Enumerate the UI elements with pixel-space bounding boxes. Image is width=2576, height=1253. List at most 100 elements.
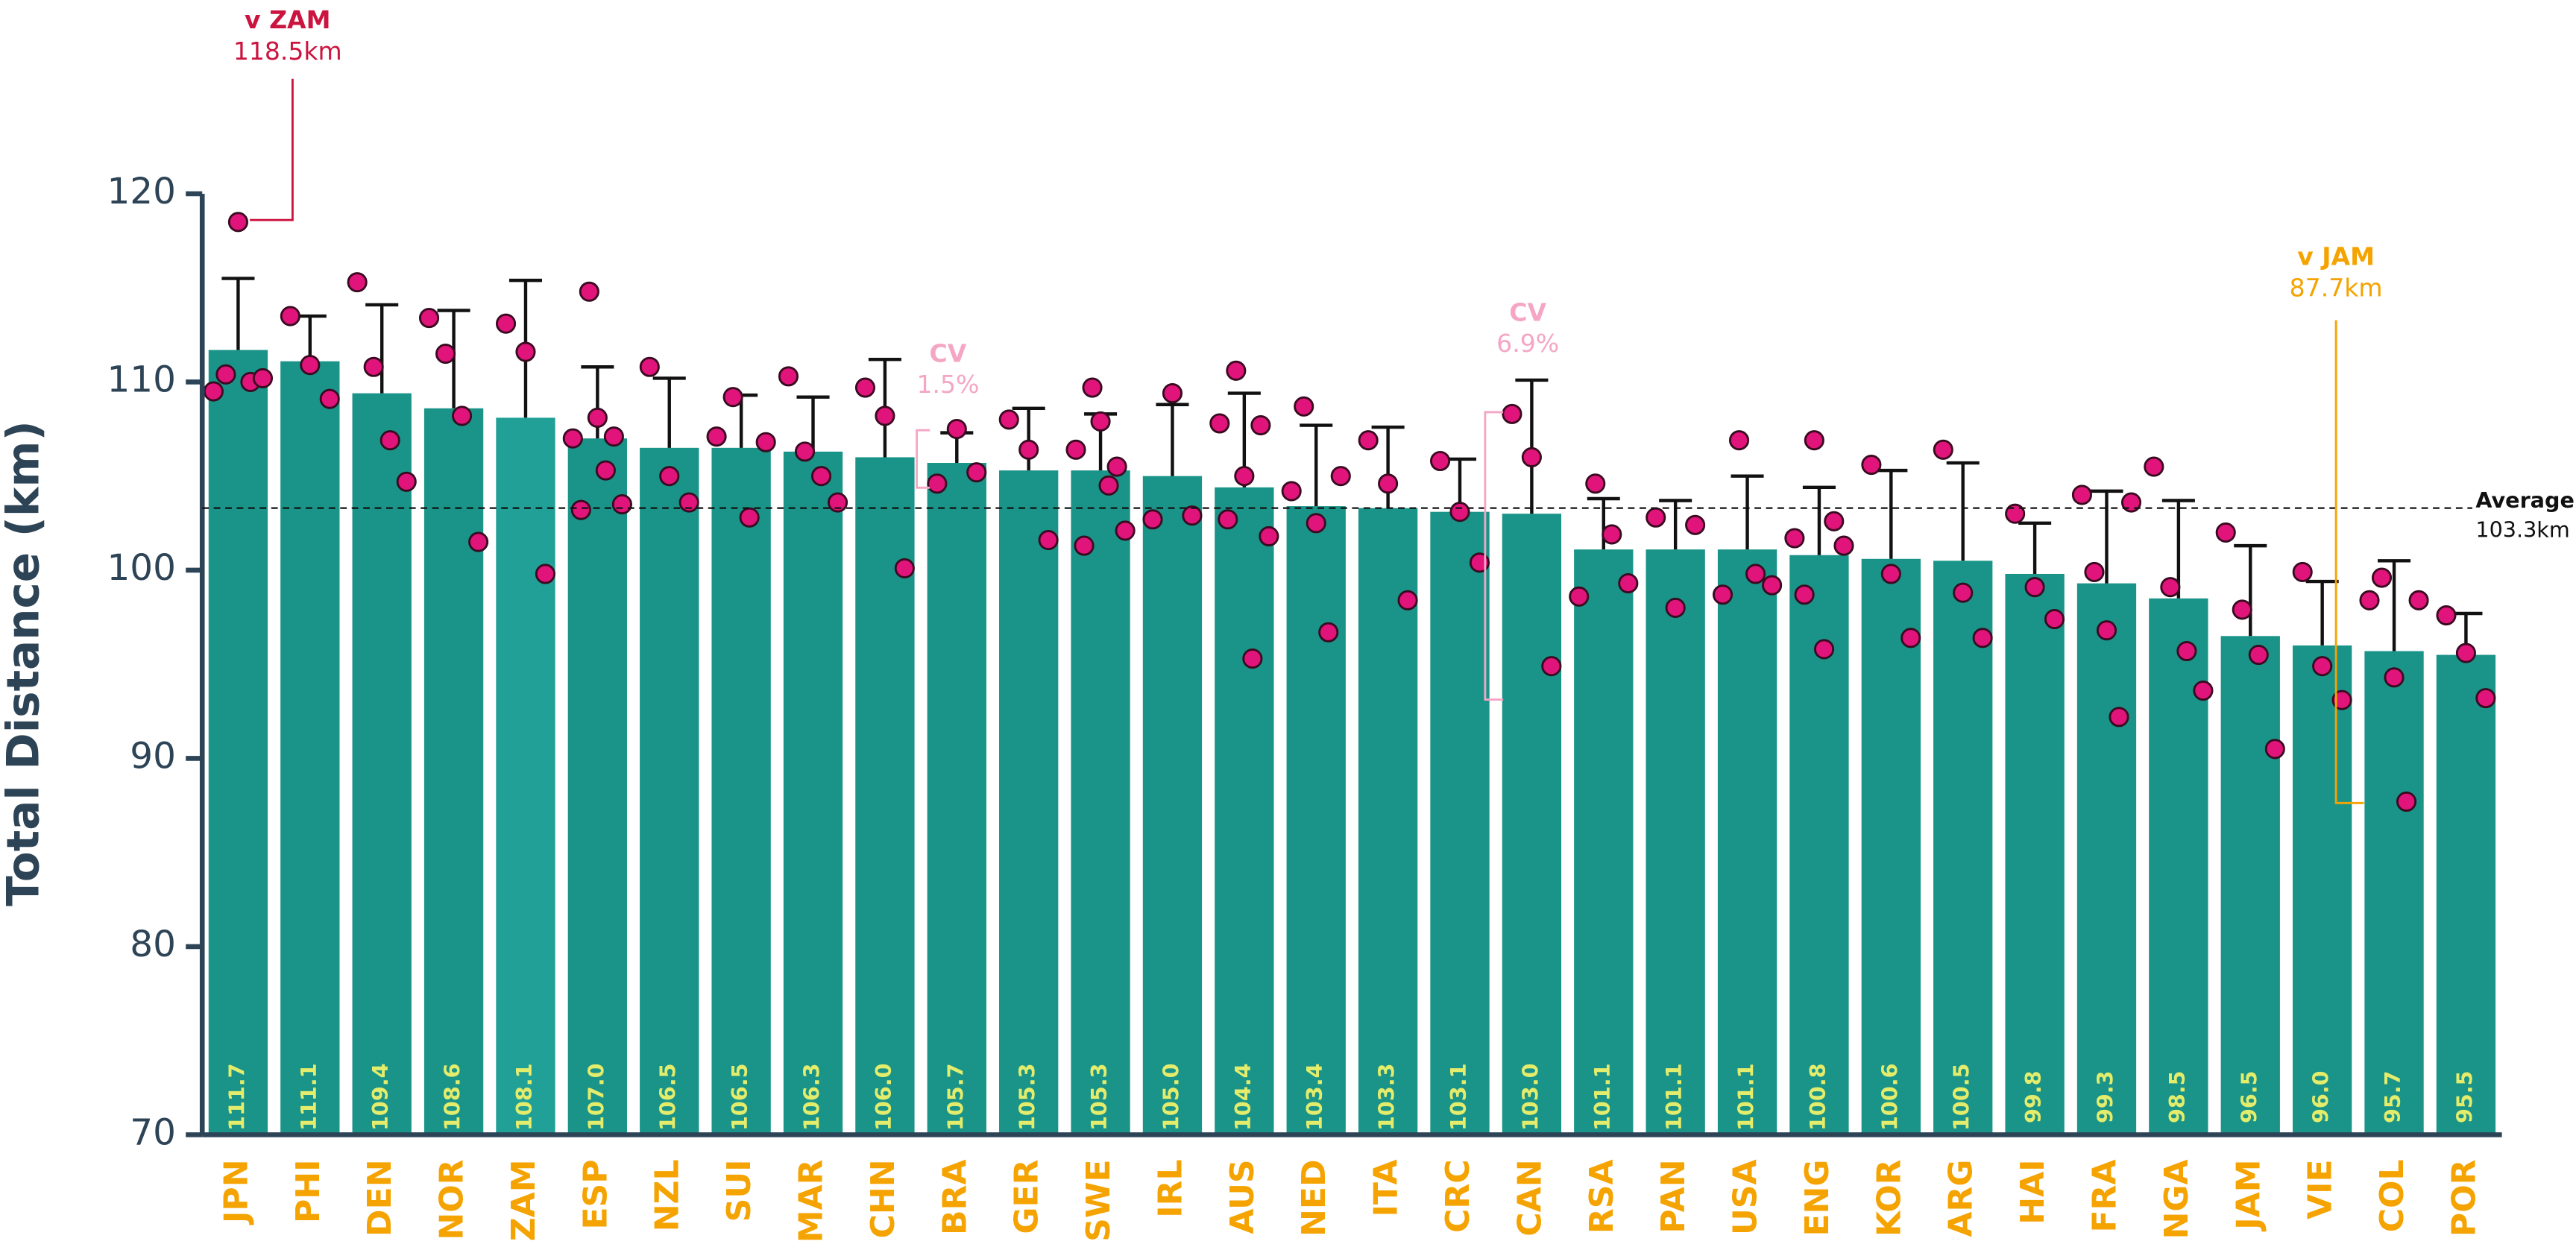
annotation-line	[2334, 320, 2364, 804]
match-dot	[1861, 454, 1882, 476]
value-label: 101.1	[1661, 1063, 1687, 1131]
match-dot	[2264, 739, 2285, 760]
error-bar	[1300, 423, 1333, 507]
match-dot	[1038, 529, 1059, 551]
error-bar	[365, 303, 399, 394]
value-label: 106.3	[799, 1063, 825, 1131]
match-dot	[739, 507, 760, 528]
value-label: 107.0	[583, 1063, 608, 1131]
match-dot	[1358, 430, 1379, 451]
match-dot	[1953, 582, 1974, 603]
bar	[208, 350, 268, 1135]
match-dot	[1218, 509, 1238, 530]
annotation-text: 118.5km	[233, 37, 342, 66]
match-dot	[1933, 439, 1953, 460]
error-bar	[1731, 474, 1764, 550]
average-label: Average	[2475, 487, 2575, 513]
match-dot	[2475, 688, 2496, 709]
match-dot	[1306, 513, 1326, 534]
x-tick-label: PAN	[1654, 1159, 1692, 1233]
error-bar	[2090, 489, 2123, 584]
x-tick-label: ENG	[1798, 1159, 1836, 1236]
match-dot	[2331, 689, 2352, 710]
bar	[1358, 508, 1418, 1135]
match-dot	[1082, 377, 1103, 398]
y-axis-label: Total Distance (km)	[0, 420, 50, 906]
match-dot	[706, 426, 727, 447]
x-tick-label: AUS	[1224, 1159, 1262, 1234]
y-tick-label: 80	[130, 924, 176, 965]
match-dot	[2084, 561, 2105, 583]
match-dot	[1824, 511, 1845, 531]
match-dot	[1685, 514, 1706, 535]
error-bar	[796, 395, 830, 452]
annotation-bracket	[1484, 411, 1504, 701]
match-dot	[2232, 599, 2252, 620]
error-bar	[1587, 496, 1620, 550]
match-dot	[1115, 520, 1136, 541]
match-dot	[2408, 590, 2429, 610]
error-bar	[2018, 521, 2052, 574]
error-bar	[2378, 559, 2411, 651]
match-dot	[319, 388, 340, 409]
error-bar	[1874, 468, 1908, 559]
bar	[2364, 651, 2424, 1135]
value-label: 111.1	[296, 1063, 321, 1131]
match-dot	[227, 212, 248, 233]
match-dot	[347, 272, 368, 293]
value-label: 101.1	[1590, 1063, 1615, 1131]
match-dot	[966, 462, 987, 483]
x-tick-label: FRA	[2085, 1159, 2123, 1232]
match-dot	[380, 430, 400, 451]
x-tick-label: IRL	[1151, 1159, 1189, 1217]
bar	[2220, 636, 2280, 1135]
bar	[2292, 645, 2352, 1135]
match-dot	[1226, 360, 1247, 381]
bar	[711, 447, 771, 1135]
x-tick-label: CHN	[864, 1159, 902, 1238]
x-tick-label: NGA	[2158, 1159, 2196, 1239]
bar	[2149, 598, 2208, 1135]
match-dot	[2292, 561, 2313, 583]
match-dot	[280, 306, 300, 326]
match-dot	[1074, 535, 1095, 556]
match-dot	[300, 355, 321, 376]
match-dot	[1397, 590, 1418, 610]
annotation-text: 1.5%	[916, 370, 979, 399]
x-tick-label: PHI	[289, 1159, 327, 1223]
match-dot	[998, 409, 1019, 430]
match-dot	[535, 564, 555, 584]
match-dot	[1106, 456, 1127, 477]
match-dot	[1712, 584, 1733, 605]
match-dot	[722, 387, 743, 408]
match-dot	[2024, 577, 2045, 598]
match-dot	[611, 494, 632, 515]
bar	[640, 447, 699, 1135]
x-tick-label: DEN	[361, 1159, 399, 1237]
match-dot	[894, 558, 915, 578]
match-dot	[1098, 475, 1119, 496]
match-dot	[579, 281, 599, 302]
match-dot	[927, 473, 948, 494]
match-dot	[659, 466, 680, 487]
error-bar	[1802, 485, 1836, 555]
match-dot	[1794, 584, 1815, 605]
match-dot	[2248, 644, 2269, 666]
match-dot	[1745, 564, 1766, 584]
bar	[1574, 549, 1634, 1135]
match-dot	[1018, 439, 1039, 460]
match-dot	[570, 499, 591, 520]
error-bar	[1371, 425, 1405, 508]
match-dot	[1602, 524, 1622, 545]
match-dot	[678, 492, 699, 513]
match-dot	[203, 381, 224, 402]
y-tick-label: 100	[107, 547, 175, 589]
match-dot	[2176, 640, 2197, 662]
error-bar	[1156, 403, 1189, 476]
match-dot	[755, 432, 776, 452]
match-dot	[639, 356, 660, 377]
match-dot	[2109, 707, 2129, 728]
y-tick-label: 120	[107, 171, 175, 212]
